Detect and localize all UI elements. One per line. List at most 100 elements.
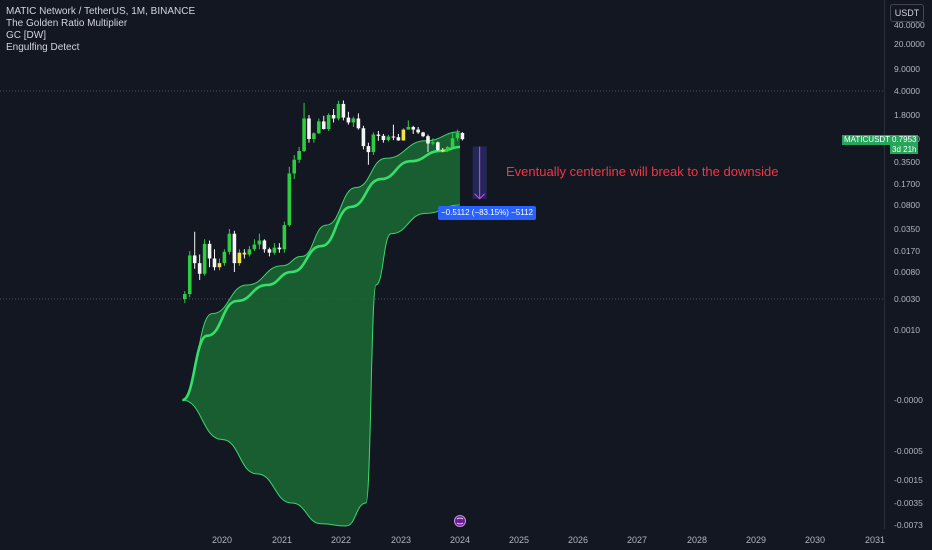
x-tick-label: 2029 — [746, 535, 766, 545]
candle[interactable] — [440, 147, 445, 153]
candle[interactable] — [376, 130, 381, 141]
x-tick-label: 2028 — [687, 535, 707, 545]
price-axis-divider — [884, 0, 885, 529]
candle[interactable] — [192, 231, 197, 269]
y-tick-label: 0.1700 — [894, 179, 920, 189]
candle[interactable] — [450, 133, 455, 148]
candle-body — [445, 147, 450, 151]
candle-body — [346, 117, 351, 123]
candle-body — [401, 129, 406, 141]
candle[interactable] — [312, 132, 316, 143]
candle[interactable] — [187, 251, 192, 298]
candle[interactable] — [267, 247, 272, 257]
candle-body — [406, 127, 411, 130]
candle-body — [436, 142, 440, 150]
candle[interactable] — [416, 127, 420, 134]
candle-body — [356, 118, 361, 129]
candle[interactable] — [411, 125, 416, 134]
candle[interactable] — [381, 133, 386, 143]
candle-body — [222, 251, 227, 264]
candle[interactable] — [317, 118, 321, 134]
y-tick-label: -0.0015 — [894, 475, 923, 485]
x-tick-label: 2022 — [331, 535, 351, 545]
indicator-engulfing[interactable]: Engulfing Detect — [6, 42, 80, 53]
candle[interactable] — [227, 229, 232, 255]
chart-annotation-text[interactable]: Eventually centerline will break to the … — [506, 164, 779, 179]
candle[interactable] — [331, 108, 336, 123]
candle-body — [371, 134, 376, 153]
y-tick-label: 0.0030 — [894, 294, 920, 304]
indicator-golden-ratio[interactable]: The Golden Ratio Multiplier — [6, 18, 128, 29]
candle[interactable] — [307, 115, 311, 143]
candle-body — [351, 118, 356, 123]
measure-label[interactable]: −0.5112 (−83.15%) −5112 — [438, 206, 536, 220]
candle[interactable] — [455, 129, 460, 141]
candle[interactable] — [396, 133, 401, 141]
candle[interactable] — [257, 233, 262, 250]
candle[interactable] — [371, 132, 376, 156]
candle[interactable] — [356, 113, 361, 130]
candle[interactable] — [426, 134, 430, 153]
candle[interactable] — [277, 243, 282, 253]
candle[interactable] — [326, 113, 331, 131]
candle[interactable] — [242, 249, 247, 259]
currency-selector[interactable]: USDT — [890, 4, 924, 22]
candle[interactable] — [232, 230, 237, 272]
candle[interactable] — [431, 138, 435, 146]
candle[interactable] — [183, 291, 187, 304]
candle[interactable] — [197, 254, 202, 280]
candle[interactable] — [252, 239, 257, 251]
x-tick-label: 2030 — [805, 535, 825, 545]
candle[interactable] — [222, 249, 227, 266]
y-tick-label: -0.0073 — [894, 520, 923, 530]
candle[interactable] — [302, 102, 306, 153]
candle[interactable] — [421, 131, 425, 138]
x-tick-label: 2025 — [509, 535, 529, 545]
candle[interactable] — [287, 166, 292, 227]
y-tick-label: 4.0000 — [894, 86, 920, 96]
candle[interactable] — [212, 249, 217, 271]
candle[interactable] — [292, 155, 297, 180]
candle[interactable] — [406, 120, 411, 130]
candle[interactable] — [217, 258, 222, 271]
candle[interactable] — [272, 243, 277, 255]
candle-body — [341, 103, 346, 118]
candle[interactable] — [202, 239, 207, 276]
y-tick-label: 0.0170 — [894, 246, 920, 256]
candle[interactable] — [346, 111, 351, 125]
candle[interactable] — [207, 240, 212, 268]
indicator-gc-dw[interactable]: GC [DW] — [6, 30, 46, 41]
candle[interactable] — [445, 146, 450, 153]
candle[interactable] — [336, 100, 341, 121]
candle[interactable] — [401, 128, 406, 141]
candle-body — [237, 252, 242, 264]
candle-body — [217, 263, 222, 268]
candle[interactable] — [386, 134, 391, 142]
candle-body — [366, 146, 371, 153]
candle[interactable] — [321, 115, 326, 130]
candle[interactable] — [361, 125, 366, 150]
upper-band-line — [182, 131, 461, 401]
candle-body — [361, 128, 366, 147]
candle-body — [317, 121, 321, 134]
symbol-price-label: MATICUSDT — [842, 135, 893, 145]
candle[interactable] — [436, 141, 440, 151]
candle[interactable] — [366, 142, 371, 165]
candle-body — [426, 136, 430, 144]
x-tick-label: 2026 — [568, 535, 588, 545]
candle[interactable] — [297, 147, 301, 163]
candle[interactable] — [351, 116, 356, 128]
candle[interactable] — [460, 132, 465, 141]
event-marker-icon[interactable] — [454, 515, 466, 527]
candle[interactable] — [282, 221, 287, 253]
candle[interactable] — [391, 124, 396, 141]
candle[interactable] — [262, 239, 267, 253]
y-tick-label: 0.0010 — [894, 325, 920, 335]
x-tick-label: 2023 — [391, 535, 411, 545]
symbol-title[interactable]: MATIC Network / TetherUS, 1M, BINANCE — [6, 6, 196, 17]
candle[interactable] — [341, 100, 346, 121]
candle[interactable] — [247, 246, 252, 257]
candle[interactable] — [237, 249, 242, 266]
candle-body — [455, 132, 460, 139]
